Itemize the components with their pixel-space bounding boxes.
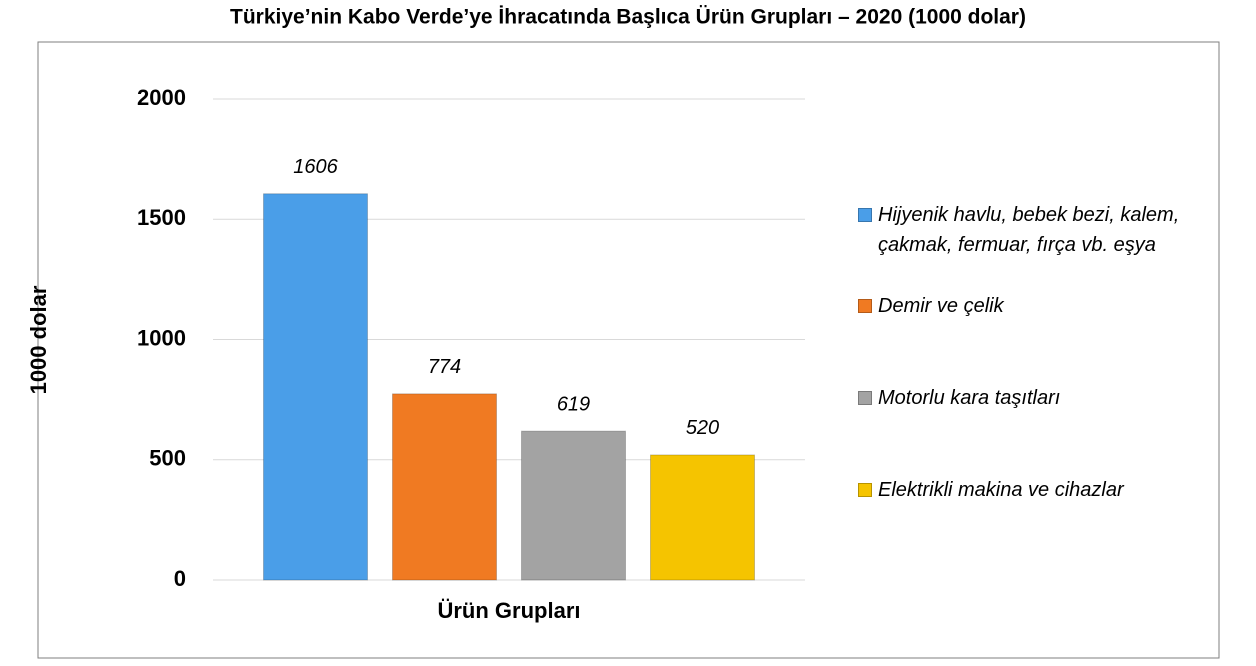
legend-item: Elektrikli makina ve cihazlar [858,475,1218,505]
legend-item: Demir ve çelik [858,291,1218,321]
y-axis-label: 1000 dolar [26,285,51,394]
bar [263,193,368,581]
bar [521,430,626,581]
legend-swatch [858,483,872,497]
legend-item: Hijyenik havlu, bebek bezi, kalem, çakma… [858,200,1218,260]
chart-title: Türkiye’nin Kabo Verde’ye İhracatında Ba… [230,6,1026,29]
y-tick-label: 2000 [137,85,186,110]
legend-label: Elektrikli makina ve cihazlar [878,479,1124,501]
data-label: 619 [557,393,590,415]
chart-border [37,41,1220,659]
legend-label: Motorlu kara taşıtları [878,387,1061,409]
y-tick-label: 1500 [137,205,186,230]
legend-swatch [858,391,872,405]
bar [650,454,755,581]
y-tick-label: 1000 [137,325,186,350]
y-tick-label: 0 [174,566,186,591]
legend-swatch [858,299,872,313]
data-label: 774 [428,356,461,378]
x-axis-label: Ürün Grupları [437,598,580,623]
data-label: 1606 [293,156,338,178]
legend-label: Hijyenik havlu, bebek bezi, kalem, çakma… [878,204,1180,256]
legend-item: Motorlu kara taşıtları [858,383,1218,413]
bar [392,393,497,581]
y-tick-label: 500 [149,446,186,471]
data-label: 520 [686,417,719,439]
legend-swatch [858,208,872,222]
legend-label: Demir ve çelik [878,295,1004,317]
